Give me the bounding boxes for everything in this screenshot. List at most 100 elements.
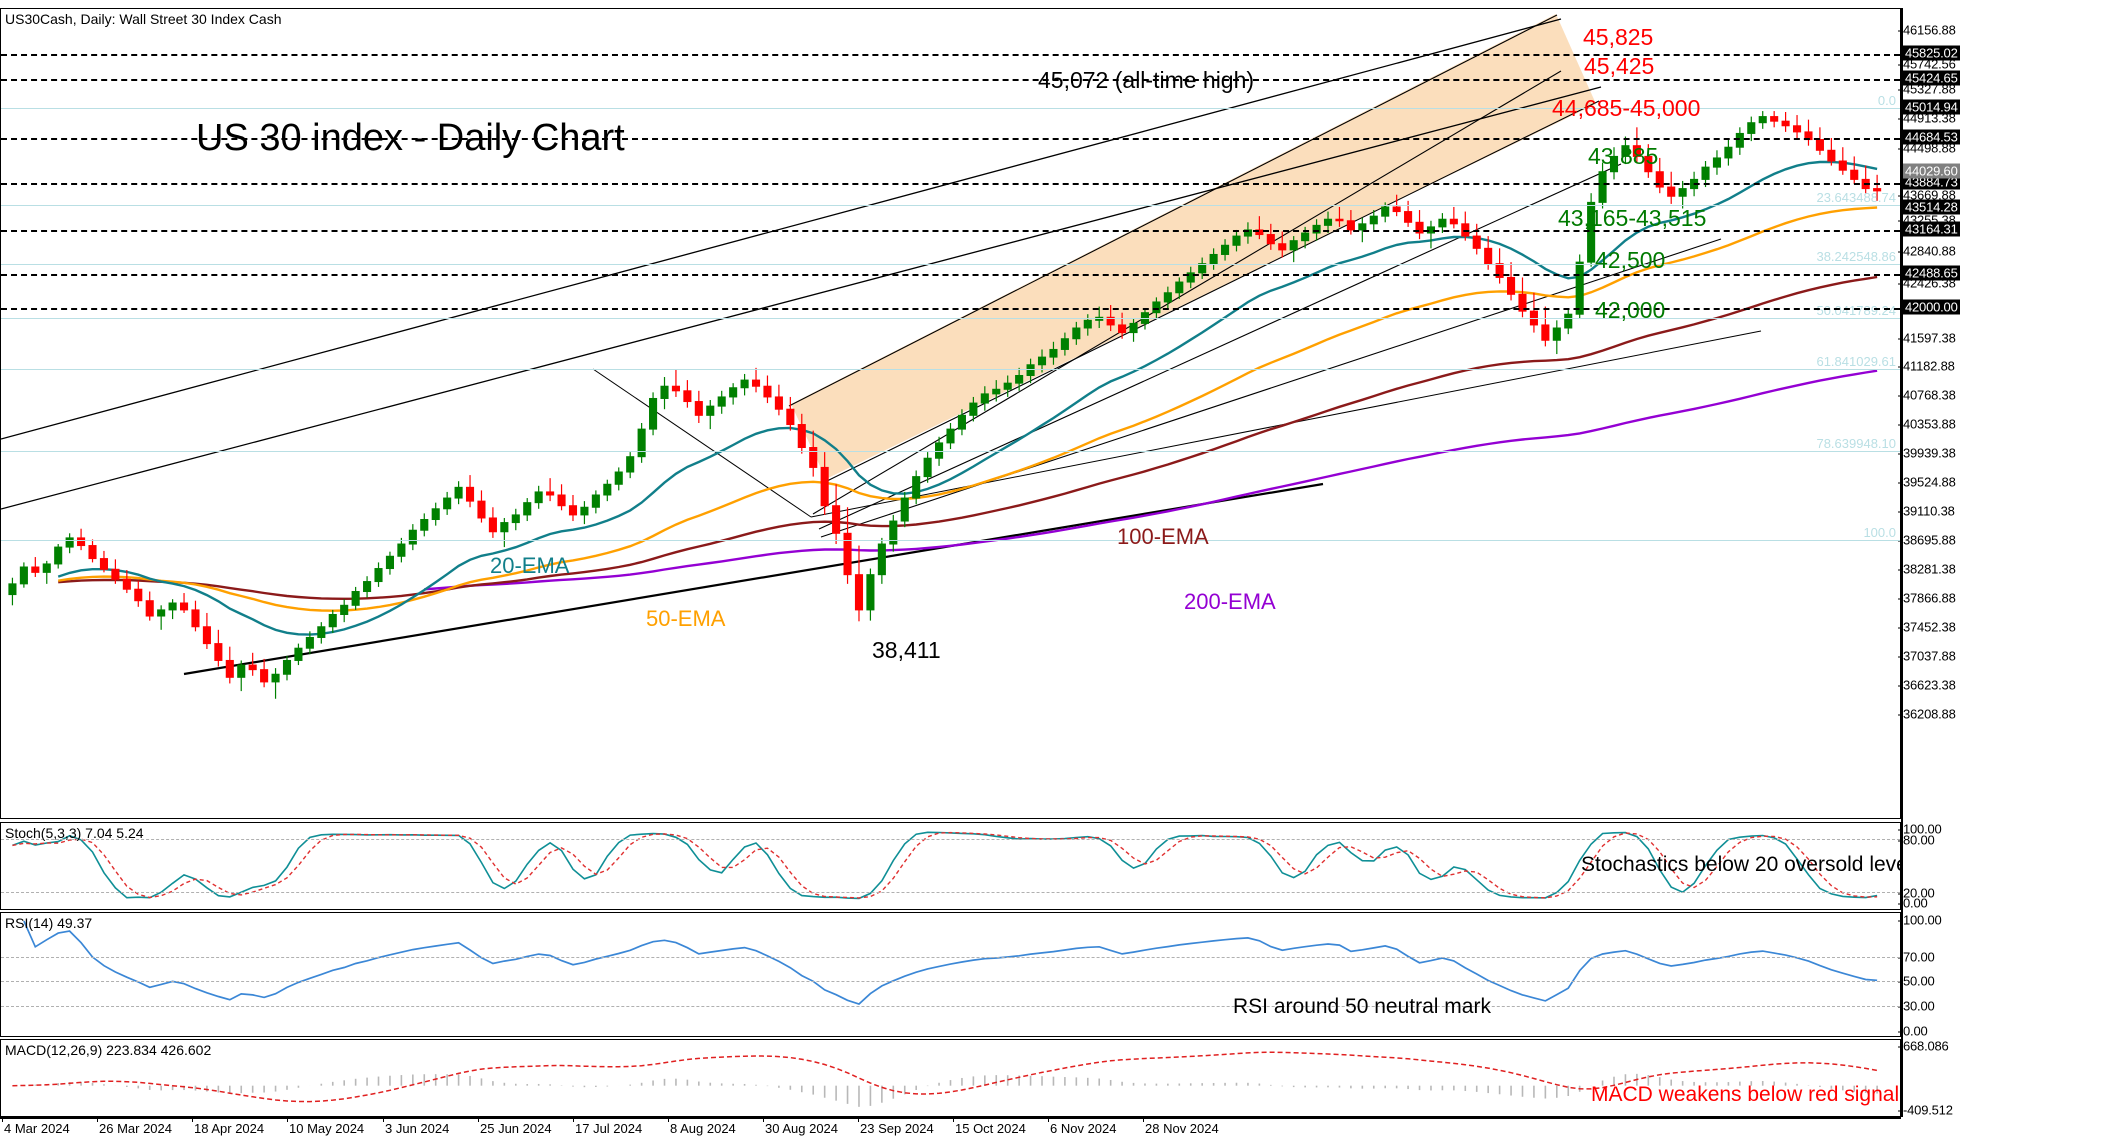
date-tick: 25 Jun 2024	[478, 1117, 552, 1136]
price-tick: 43669.88	[1898, 187, 1956, 203]
price-tick: 44029.60	[1903, 163, 1960, 179]
ascending-channel	[791, 14, 1596, 479]
label-100-ema: 100-EMA	[1117, 524, 1209, 549]
fibonacci-line	[1, 369, 1900, 370]
macd-plot-area[interactable]: MACD(12,26,9) 223.834 426.602 MACD weake…	[1, 1040, 1900, 1116]
key-level-line	[1, 274, 1900, 276]
fibonacci-label: 0.0	[1877, 93, 1896, 108]
key-level-line	[1, 230, 1900, 232]
channel-lower-border	[826, 100, 1600, 482]
stoch-axis-tick: 20.00	[1898, 885, 1935, 901]
price-series-svg	[1, 14, 1882, 699]
price-tick: 37037.88	[1898, 648, 1956, 664]
price-tick: 36623.38	[1898, 677, 1956, 693]
price-tick: 36208.88	[1898, 706, 1956, 722]
annotation-resistance-45825: 45,825	[1583, 24, 1654, 50]
price-tick: 45014.94	[1903, 99, 1960, 115]
fibonacci-label: 78.639948.10	[1816, 436, 1896, 451]
price-tick: 44684.53	[1903, 129, 1960, 145]
outer-trendline-lower	[1, 86, 1602, 510]
price-tick: 46156.88	[1898, 22, 1956, 38]
date-tick: 30 Aug 2024	[763, 1117, 839, 1136]
price-tick: 45825.02	[1903, 45, 1960, 61]
annotation-resistance-44685-45000: 44,685-45,000	[1552, 95, 1701, 121]
label-50-ema: 50-EMA	[646, 606, 726, 631]
price-tick: 41182.88	[1898, 358, 1955, 374]
date-axis-line	[0, 1117, 1901, 1119]
key-level-line	[1, 79, 1900, 81]
ema-100-line	[58, 275, 1878, 601]
price-tick: 39939.38	[1898, 445, 1956, 461]
annotation-all-time-high: 45,072 (all-time high)	[1038, 67, 1255, 93]
rsi-axis-tick: 70.00	[1898, 949, 1935, 965]
rsi-axis-tick: 50.00	[1898, 973, 1935, 989]
annotation-support-42500: 42,500	[1595, 247, 1666, 273]
fibonacci-label: 23.643488.74	[1816, 190, 1896, 205]
macd-signal-line	[12, 1051, 1878, 1103]
minor-descending-line	[592, 368, 812, 518]
macd-axis-tick: -409.512	[1898, 1102, 1953, 1118]
annotation-support-43165-43515: 43,165-43,515	[1558, 205, 1707, 231]
stochastic-panel[interactable]: Stoch(5,3,3) 7.04 5.24 Stochastics below…	[0, 822, 1901, 910]
rsi-axis-tick: 30.00	[1898, 998, 1935, 1014]
date-tick: 8 Aug 2024	[668, 1117, 736, 1136]
fibonacci-label: 61.841029.61	[1816, 354, 1896, 369]
stochastic-plot-area[interactable]: Stoch(5,3,3) 7.04 5.24 Stochastics below…	[1, 823, 1900, 909]
annotation-stochastics-note: Stochastics below 20 oversold level	[1581, 853, 1900, 876]
fibonacci-line	[1, 205, 1900, 206]
chart-title: US 30 index - Daily Chart	[196, 117, 625, 159]
rsi-axis-tick: 0.00	[1898, 1023, 1928, 1039]
steep-trendline-1	[812, 70, 1562, 515]
stochastic-label: Stoch(5,3,3) 7.04 5.24	[5, 825, 144, 841]
fibonacci-line	[1, 451, 1900, 452]
stoch-axis-tick: 100.00	[1898, 821, 1942, 837]
fibonacci-label: 38.242548.86	[1816, 249, 1896, 264]
rsi-panel[interactable]: RSI(14) 49.37 RSI around 50 neutral mark	[0, 912, 1901, 1037]
label-200-ema: 200-EMA	[1184, 589, 1276, 614]
date-axis[interactable]: 4 Mar 2024 26 Mar 2024 18 Apr 2024 10 May 2…	[0, 1117, 1901, 1147]
fibonacci-line	[1, 540, 1900, 541]
axis-line	[1901, 8, 1903, 1117]
macd-axis-tick: 668.086	[1898, 1038, 1949, 1054]
label-20-ema: 20-EMA	[490, 553, 570, 578]
price-tick: 37452.38	[1898, 619, 1956, 635]
price-tick: 40768.38	[1898, 387, 1956, 403]
price-axis[interactable]: 46156.88 45825.02 45742.56 45424.65 45327.88…	[1898, 8, 2107, 1118]
price-chart-panel[interactable]: 0.0 23.643488.74 38.242548.86 50.041789.24 6…	[0, 8, 1901, 819]
ema-50-line	[58, 206, 1878, 612]
price-tick: 38281.38	[1898, 561, 1956, 577]
price-tick: 45424.65	[1903, 70, 1960, 86]
lower-support-trendline	[183, 482, 1324, 676]
key-level-line	[1, 183, 1900, 185]
date-tick: 3 Jun 2024	[383, 1117, 450, 1136]
macd-panel[interactable]: MACD(12,26,9) 223.834 426.602 MACD weake…	[0, 1039, 1901, 1117]
annotation-swing-low-38411: 38,411	[872, 637, 941, 663]
date-tick: 15 Oct 2024	[953, 1117, 1026, 1136]
key-level-line	[1, 138, 1900, 140]
steep-trendline-2	[818, 163, 1622, 530]
rsi-label: RSI(14) 49.37	[5, 915, 93, 931]
price-tick: 43164.31	[1903, 221, 1960, 237]
price-tick: 40353.88	[1898, 416, 1956, 432]
stoch-level-80	[1, 839, 1900, 840]
fibonacci-label: 50.041789.24	[1816, 303, 1896, 318]
date-tick: 4 Mar 2024	[2, 1117, 70, 1136]
price-tick: 38695.88	[1898, 532, 1956, 548]
key-level-line	[1, 54, 1900, 56]
price-tick: 39524.88	[1898, 474, 1956, 490]
ema-20-line	[57, 160, 1878, 636]
rsi-line	[23, 920, 1878, 1005]
price-tick: 41597.38	[1898, 330, 1956, 346]
symbol-header: US30Cash, Daily: Wall Street 30 Index Ca…	[5, 11, 282, 27]
rsi-plot-area[interactable]: RSI(14) 49.37 RSI around 50 neutral mark	[1, 913, 1900, 1036]
ema-200-line	[424, 369, 1878, 591]
price-tick: 42840.88	[1898, 243, 1956, 259]
rsi-series-svg	[23, 920, 1878, 1005]
stoch-level-20	[1, 892, 1900, 893]
stoch-axis-tick: 0.00	[1898, 895, 1928, 911]
rsi-level-50	[1, 981, 1900, 982]
stoch-axis-tick: 80.00	[1898, 832, 1935, 848]
annotation-rsi-note: RSI around 50 neutral mark	[1233, 995, 1491, 1018]
price-plot-area[interactable]: 0.0 23.643488.74 38.242548.86 50.041789.24 6…	[1, 9, 1900, 818]
